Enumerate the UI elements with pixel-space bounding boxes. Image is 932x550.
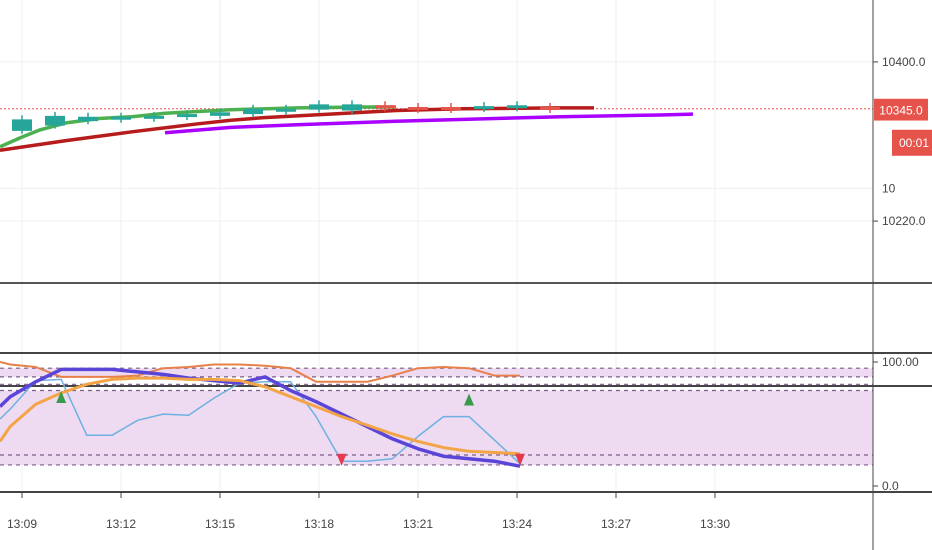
- oscillator-pane[interactable]: [0, 361, 873, 468]
- buy-signal-marker[interactable]: [464, 393, 475, 406]
- candle[interactable]: [474, 106, 494, 110]
- candle[interactable]: [12, 119, 32, 131]
- candle[interactable]: [342, 104, 362, 111]
- candle[interactable]: [78, 116, 98, 122]
- oscillator-line-1: [0, 361, 520, 383]
- grid-lines: [0, 0, 873, 490]
- countdown-tag: 00:01: [892, 129, 932, 156]
- osc-tick-label: 0.0: [882, 479, 899, 493]
- price-tag-label: 10345.0: [879, 104, 923, 118]
- candle[interactable]: [276, 108, 296, 112]
- time-tick-label: 13:15: [205, 517, 235, 531]
- time-tick-label: 13:21: [403, 517, 433, 531]
- sell-signal-marker[interactable]: [515, 453, 525, 466]
- price-tag-label: 00:01: [899, 136, 929, 150]
- candle[interactable]: [441, 107, 461, 111]
- buy-signal-marker[interactable]: [56, 390, 67, 403]
- price-tick-label: 10400.0: [882, 55, 926, 69]
- candle[interactable]: [408, 107, 428, 111]
- time-tick-label: 13:12: [106, 517, 136, 531]
- candle[interactable]: [210, 112, 230, 116]
- candle[interactable]: [177, 114, 197, 118]
- oscillator-line-4: [0, 376, 521, 456]
- osc-tick-label: 100.00: [882, 355, 919, 369]
- candle[interactable]: [111, 116, 131, 120]
- oscillator-axis[interactable]: 100.00 0.0: [873, 355, 919, 493]
- candle[interactable]: [144, 115, 164, 119]
- oscillator-line-3: [0, 367, 521, 468]
- price-pane[interactable]: [0, 100, 873, 153]
- candle[interactable]: [309, 104, 329, 110]
- ma-line-3: [164, 112, 694, 135]
- candle[interactable]: [243, 108, 263, 115]
- upper-shaded-band: [0, 368, 873, 377]
- time-axis[interactable]: 13:09 13:12 13:15 13:18 13:21 13:24 13:27 13:30: [7, 492, 730, 531]
- candle[interactable]: [540, 107, 560, 111]
- price-tick-label: 10220.0: [882, 214, 926, 228]
- candle[interactable]: [507, 105, 527, 109]
- price-tick-label-partial: 10: [882, 181, 896, 195]
- time-tick-label: 13:27: [601, 517, 631, 531]
- time-tick-label: 13:24: [502, 517, 532, 531]
- price-tag: 10345.0: [874, 100, 928, 121]
- ma-line-2: [0, 106, 594, 153]
- candle[interactable]: [375, 105, 395, 109]
- candle[interactable]: [45, 115, 65, 126]
- sell-signal-marker[interactable]: [336, 453, 347, 466]
- time-tick-label: 13:30: [700, 517, 730, 531]
- time-tick-label: 13:18: [304, 517, 334, 531]
- time-tick-label: 13:09: [7, 517, 37, 531]
